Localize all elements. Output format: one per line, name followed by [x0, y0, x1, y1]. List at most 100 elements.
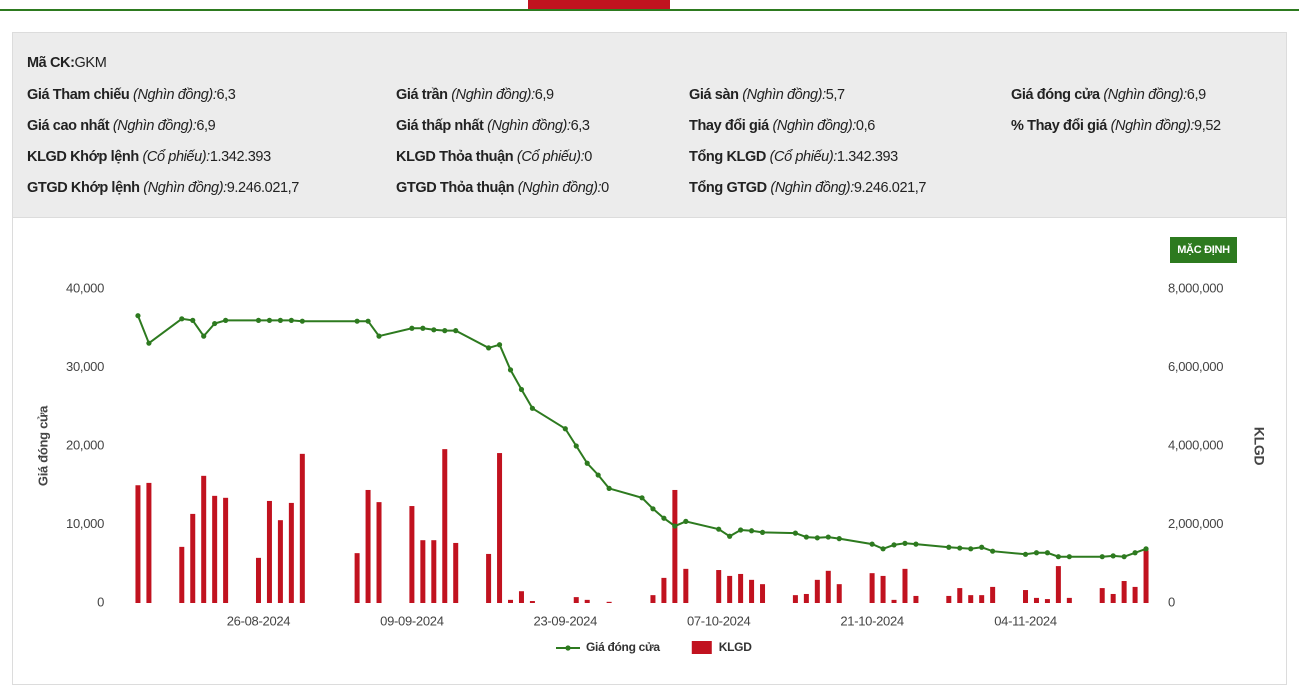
info-label: % Thay đổi giá — [1011, 118, 1107, 134]
volume-bar — [1033, 597, 1039, 603]
price-dot — [1121, 554, 1127, 560]
volume-bar — [650, 595, 656, 603]
price-dot — [453, 328, 459, 334]
price-dot — [759, 529, 766, 535]
price-dot — [299, 318, 305, 324]
info-cell: Giá sàn (Nghìn đồng):5,7 — [689, 87, 845, 103]
info-label: KLGD Khớp lệnh — [27, 149, 139, 165]
price-dot — [179, 316, 185, 322]
price-dot — [869, 541, 875, 547]
info-label: Giá Tham chiếu — [27, 87, 130, 103]
y2-tick-label: 0 — [1168, 594, 1175, 609]
price-dot — [957, 545, 963, 551]
info-row: Giá cao nhất (Nghìn đồng):6,9 Giá thấp nh… — [13, 118, 1286, 138]
volume-bar — [266, 500, 272, 603]
price-dot — [146, 340, 152, 346]
info-cell: GTGD Thỏa thuận (Nghìn đồng):0 — [396, 180, 609, 196]
price-dot — [485, 345, 492, 351]
price-dot — [266, 317, 273, 323]
price-dot — [1099, 554, 1105, 560]
info-cell: Giá đóng cửa (Nghìn đồng):6,9 — [1011, 87, 1206, 103]
legend-label: KLGD — [719, 640, 752, 654]
price-dot — [1110, 553, 1116, 559]
info-row: Giá Tham chiếu (Nghìn đồng):6,3 Giá trần … — [13, 87, 1286, 107]
top-bar — [0, 9, 1299, 11]
price-dot — [1022, 551, 1029, 557]
price-dot — [409, 325, 415, 331]
volume-bar — [573, 597, 579, 603]
info-value: 0,6 — [855, 118, 875, 134]
info-unit: (Nghìn đồng): — [487, 118, 571, 134]
price-dot — [683, 518, 689, 524]
info-label: Tổng GTGD — [689, 180, 767, 196]
info-label: Mã CK: — [27, 55, 75, 71]
info-value: 9,52 — [1194, 118, 1221, 134]
price-dot — [496, 342, 503, 348]
volume-bar — [1132, 586, 1138, 603]
volume-bar — [376, 502, 382, 603]
price-dot — [518, 386, 525, 393]
y2-axis-title: KLGD — [1251, 427, 1267, 466]
price-dot — [968, 546, 974, 552]
volume-bar — [135, 485, 141, 603]
info-label: GTGD Khớp lệnh — [27, 180, 140, 196]
price-dot — [946, 544, 952, 550]
info-value: 9.246.021,7 — [226, 180, 300, 196]
info-cell: KLGD Khớp lệnh (Cổ phiếu):1.342.393 — [27, 149, 271, 165]
volume-bar — [497, 453, 503, 603]
y-tick-label: 30,000 — [66, 359, 104, 374]
info-cell: Tổng GTGD (Nghìn đồng):9.246.021,7 — [689, 180, 926, 196]
info-label: Thay đổi giá — [689, 118, 769, 134]
info-cell: Giá cao nhất (Nghìn đồng):6,9 — [27, 118, 216, 134]
y-tick-label: 40,000 — [66, 280, 104, 295]
info-value: 6,3 — [570, 118, 590, 134]
price-dot — [442, 328, 448, 334]
default-button-label[interactable]: MẶC ĐỊNH — [1177, 243, 1230, 256]
info-value: 6,9 — [1186, 87, 1206, 103]
volume-bar — [1121, 581, 1127, 603]
volume-bar — [979, 595, 985, 603]
info-value: 1.342.393 — [836, 149, 898, 165]
info-unit: (Nghìn đồng): — [742, 87, 826, 103]
price-dot — [606, 485, 612, 491]
active-tab — [528, 0, 670, 9]
volume-bar — [1110, 593, 1116, 603]
price-dot — [595, 472, 601, 478]
volume-bar — [255, 557, 261, 603]
y2-tick-label: 6,000,000 — [1168, 359, 1223, 374]
price-dot — [891, 542, 897, 548]
volume-bar — [288, 502, 294, 603]
volume-bar — [453, 542, 459, 603]
info-label: Tổng KLGD — [689, 149, 766, 165]
volume-bar — [529, 601, 535, 603]
volume-bar — [716, 570, 722, 603]
x-tick-label: 26-08-2024 — [227, 613, 291, 628]
volume-bar — [683, 568, 689, 603]
price-dot — [748, 528, 755, 534]
info-panel: Mã CK:GKM Giá Tham chiếu (Nghìn đồng):6,3… — [12, 32, 1287, 218]
info-unit: (Nghìn đồng): — [143, 180, 227, 196]
info-cell: KLGD Thỏa thuận (Cổ phiếu):0 — [396, 149, 592, 165]
price-dot — [738, 527, 744, 533]
volume-bar — [431, 540, 437, 603]
price-dot — [420, 325, 426, 331]
info-unit: (Nghìn đồng): — [770, 180, 854, 196]
volume-bar — [179, 546, 185, 603]
volume-bar — [1143, 550, 1149, 603]
info-value: 1.342.393 — [209, 149, 271, 165]
volume-bar — [672, 489, 678, 603]
default-button[interactable] — [1170, 237, 1237, 263]
volume-bar — [584, 599, 590, 603]
volume-bar — [409, 506, 415, 603]
volume-bar — [1055, 566, 1061, 603]
volume-bar — [661, 577, 667, 603]
price-dot — [255, 317, 262, 323]
info-unit: (Cổ phiếu): — [142, 149, 210, 165]
volume-bar — [760, 584, 766, 603]
price-dot — [584, 460, 590, 466]
volume-bar — [946, 595, 952, 603]
info-cell: Giá Tham chiếu (Nghìn đồng):6,3 — [27, 87, 236, 103]
price-dot — [212, 320, 218, 327]
info-unit: (Nghìn đồng): — [772, 118, 856, 134]
